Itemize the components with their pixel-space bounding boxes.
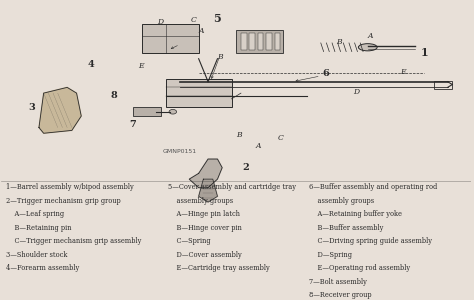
Text: B—Retaining pin: B—Retaining pin <box>6 224 72 232</box>
Text: 4: 4 <box>87 60 94 69</box>
Text: C: C <box>191 16 196 24</box>
Text: 6: 6 <box>322 69 329 78</box>
Text: 2—Trigger mechanism grip group: 2—Trigger mechanism grip group <box>6 197 121 205</box>
Bar <box>249 33 255 50</box>
Text: B: B <box>236 131 241 139</box>
Text: C—Trigger mechanism grip assembly: C—Trigger mechanism grip assembly <box>6 237 141 245</box>
Text: A: A <box>255 142 261 150</box>
Bar <box>241 33 246 50</box>
Text: A—Hinge pin latch: A—Hinge pin latch <box>168 210 240 218</box>
Text: 6—Buffer assembly and operating rod: 6—Buffer assembly and operating rod <box>309 183 438 191</box>
Text: B—Hinge cover pin: B—Hinge cover pin <box>168 224 242 232</box>
Polygon shape <box>39 87 81 133</box>
Text: A—Retaining buffer yoke: A—Retaining buffer yoke <box>309 210 402 218</box>
Text: E—Cartridge tray assembly: E—Cartridge tray assembly <box>168 264 270 272</box>
Text: D—Spring: D—Spring <box>309 251 352 259</box>
Text: A: A <box>367 32 373 40</box>
Text: D: D <box>353 88 359 96</box>
Text: B: B <box>336 38 341 46</box>
Text: 5—Cover assembly and cartridge tray: 5—Cover assembly and cartridge tray <box>168 183 296 191</box>
Text: A: A <box>198 28 204 35</box>
Bar <box>236 30 283 53</box>
Text: 5: 5 <box>214 13 221 24</box>
Bar <box>434 81 452 89</box>
Text: D: D <box>156 18 163 26</box>
Text: E: E <box>137 62 143 70</box>
Polygon shape <box>199 179 218 202</box>
Text: GMNP0151: GMNP0151 <box>163 149 197 154</box>
Text: 8: 8 <box>111 92 118 100</box>
Circle shape <box>169 110 177 114</box>
Text: B—Buffer assembly: B—Buffer assembly <box>309 224 383 232</box>
Polygon shape <box>189 159 222 188</box>
Text: 3—Shoulder stock: 3—Shoulder stock <box>6 251 67 259</box>
Bar <box>142 24 199 53</box>
Text: C—Spring: C—Spring <box>168 237 211 245</box>
Text: B: B <box>217 53 223 61</box>
Text: C: C <box>278 134 284 142</box>
Bar <box>266 33 272 50</box>
Text: E: E <box>400 68 406 76</box>
Bar <box>133 107 161 116</box>
Text: A—Leaf spring: A—Leaf spring <box>6 210 64 218</box>
Text: 1—Barrel assembly w/bipod assembly: 1—Barrel assembly w/bipod assembly <box>6 183 134 191</box>
Text: assembly groups: assembly groups <box>309 197 374 205</box>
Bar <box>166 79 231 107</box>
Text: 2: 2 <box>242 163 249 172</box>
Text: 8—Receiver group: 8—Receiver group <box>309 291 372 299</box>
Text: E—Operating rod assembly: E—Operating rod assembly <box>309 264 410 272</box>
Text: C—Driving spring guide assembly: C—Driving spring guide assembly <box>309 237 432 245</box>
Text: assembly groups: assembly groups <box>168 197 233 205</box>
Text: 7: 7 <box>129 120 137 129</box>
Bar <box>275 33 281 50</box>
Text: 3: 3 <box>28 103 35 112</box>
Ellipse shape <box>358 44 377 51</box>
Text: 7—Bolt assembly: 7—Bolt assembly <box>309 278 367 286</box>
Text: 4—Forearm assembly: 4—Forearm assembly <box>6 264 79 272</box>
Bar <box>258 33 264 50</box>
Text: D—Cover assembly: D—Cover assembly <box>168 251 242 259</box>
Text: 1: 1 <box>420 47 428 58</box>
